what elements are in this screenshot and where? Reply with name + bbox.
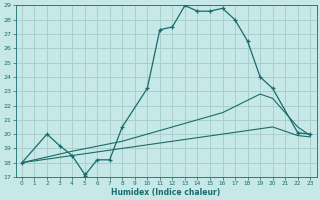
X-axis label: Humidex (Indice chaleur): Humidex (Indice chaleur)	[111, 188, 221, 197]
